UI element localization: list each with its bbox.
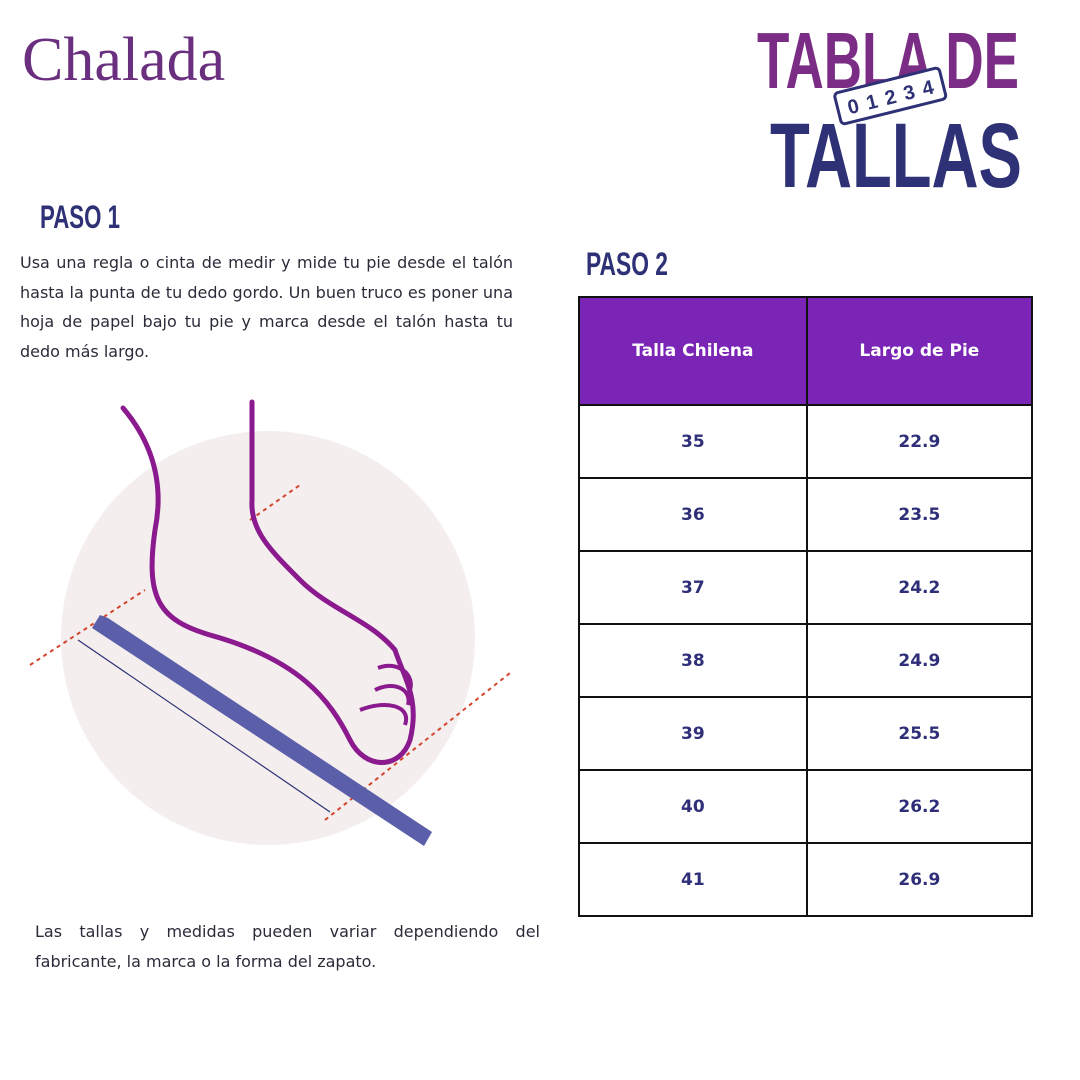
length-cell: 24.9 — [805, 623, 1034, 698]
table-row: 35 22.9 — [578, 404, 1034, 479]
size-cell: 36 — [578, 477, 808, 552]
table-row: 37 24.2 — [578, 550, 1034, 625]
note: Las tallas y medidas pueden variar depen… — [35, 922, 540, 971]
table-body: 35 22.9 36 23.5 37 24.2 38 24.9 39 25.5 40 26.2 41 26… — [578, 404, 1034, 917]
title-line2: TALLAS — [770, 105, 1022, 207]
size-cell: 37 — [578, 550, 808, 625]
column-header: Largo de Pie — [805, 296, 1034, 406]
length-cell: 24.2 — [805, 550, 1034, 625]
size-cell: 39 — [578, 696, 808, 771]
table-row: 38 24.9 — [578, 623, 1034, 698]
step1-title: PASO 1 — [40, 199, 120, 235]
length-cell: 23.5 — [805, 477, 1034, 552]
length-cell: 26.9 — [805, 842, 1034, 917]
length-cell: 22.9 — [805, 404, 1034, 479]
ruler-icon: 01234 — [833, 66, 948, 126]
size-cell: 38 — [578, 623, 808, 698]
size-table: Talla Chilena Largo de Pie 35 22.9 36 23.5 3… — [578, 296, 1034, 917]
logo: Chalada — [22, 26, 225, 94]
table-row: 36 23.5 — [578, 477, 1034, 552]
step2-title: PASO 2 — [586, 246, 668, 282]
length-cell: 25.5 — [805, 696, 1034, 771]
table-row: 40 26.2 — [578, 769, 1034, 844]
length-cell: 26.2 — [805, 769, 1034, 844]
table-row: 39 25.5 — [578, 696, 1034, 771]
size-cell: 41 — [578, 842, 808, 917]
step1-text: Usa una regla o cinta de medir y mide tu… — [20, 253, 513, 361]
column-header: Talla Chilena — [578, 296, 808, 406]
size-cell: 40 — [578, 769, 808, 844]
table-row: 41 26.9 — [578, 842, 1034, 917]
foot-illustration — [29, 399, 511, 846]
size-cell: 35 — [578, 404, 808, 479]
header-row: Talla Chilena Largo de Pie — [578, 296, 1034, 406]
